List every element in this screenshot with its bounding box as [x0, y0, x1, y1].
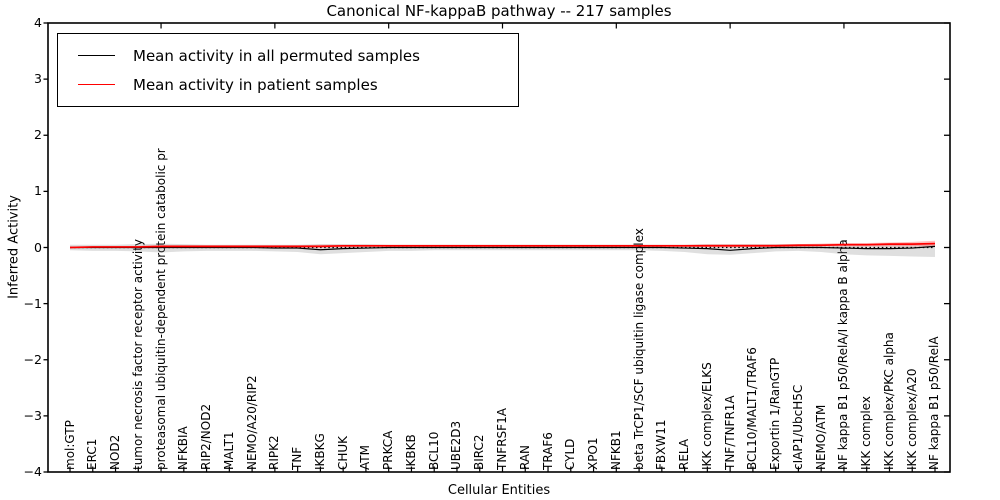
y-tick-label: −4 — [23, 464, 42, 479]
y-tick-label: −1 — [23, 295, 42, 311]
x-category-label: TNF — [290, 446, 305, 470]
x-category-label: ATM — [358, 444, 373, 470]
x-category-label: Exportin 1/RanGTP — [768, 357, 783, 470]
legend-label-patient: Mean activity in patient samples — [133, 75, 378, 94]
y-tick-label: 3 — [34, 71, 42, 87]
permuted-band — [70, 243, 935, 258]
x-category-label: BCL10/MALT1/TRAF6 — [745, 346, 760, 470]
x-category-label: NFKB1 — [608, 429, 623, 470]
permuted-line-swatch — [78, 55, 115, 56]
patient-band — [70, 240, 935, 249]
x-category-label: ERC1 — [85, 438, 100, 470]
x-category-label: NEMO/A20/RIP2 — [244, 374, 259, 470]
y-tick-label: −3 — [23, 407, 42, 423]
x-category-label: XPO1 — [586, 436, 601, 470]
x-category-label: proteasomal ubiquitin-dependent protein … — [153, 147, 168, 470]
x-category-label: UBE2D3 — [449, 420, 464, 470]
x-category-label: RAN — [517, 444, 532, 470]
x-category-label: tumor necrosis factor receptor activity — [130, 238, 145, 470]
x-category-label: IKBKB — [403, 433, 418, 470]
x-category-label: BCL10 — [426, 431, 441, 470]
legend-item-permuted: Mean activity in all permuted samples — [78, 41, 506, 70]
patient-line-swatch — [78, 84, 115, 85]
x-category-label: beta TrCP1/SCF ubiquitin ligase complex — [631, 227, 646, 470]
y-tick-label: 0 — [34, 239, 42, 255]
x-category-label: RELA — [677, 438, 692, 470]
legend-label-permuted: Mean activity in all permuted samples — [133, 46, 420, 65]
x-category-label: mol:GTP — [62, 419, 77, 470]
legend-item-patient: Mean activity in patient samples — [78, 70, 506, 99]
x-category-label: TRAF6 — [540, 431, 555, 470]
x-category-label: RIPK2 — [267, 434, 282, 470]
x-category-label: FBXW11 — [654, 419, 669, 470]
x-category-label: NOD2 — [108, 434, 123, 470]
x-category-label: IKK complex/A20 — [904, 368, 919, 470]
x-category-label: CHUK — [335, 435, 350, 470]
patient-mean-line — [69, 242, 936, 249]
permuted-mean-line — [70, 245, 936, 251]
x-category-label: TNFRSF1A — [494, 407, 509, 470]
x-category-label: TNF/TNFR1A — [722, 394, 737, 470]
x-category-label: IKK complex/ELKS — [699, 361, 714, 470]
chart-title: Canonical NF-kappaB pathway -- 217 sampl… — [326, 2, 672, 20]
x-axis-label: Cellular Entities — [447, 483, 551, 498]
x-category-label: IKK complex — [859, 395, 874, 470]
x-category-label: NF kappa B1 p50/RelA — [927, 335, 942, 470]
x-category-label: NEMO/ATM — [813, 404, 828, 470]
x-category-label: NFKBIA — [176, 425, 191, 470]
y-tick-label: 1 — [34, 183, 42, 199]
x-category-label: PRKCA — [381, 430, 396, 470]
x-category-label: MALT1 — [221, 430, 236, 470]
x-category-label: RIP2/NOD2 — [199, 403, 214, 470]
x-category-label: NF kappa B1 p50/RelA/I kappa B alpha — [836, 238, 851, 470]
x-category-label: CYLD — [563, 438, 578, 470]
y-tick-label: −2 — [23, 351, 42, 367]
x-category-label: cIAP1/UbcH5C — [790, 384, 805, 470]
y-tick-label: 2 — [34, 127, 42, 143]
x-category-label: IKBKG — [312, 432, 327, 470]
x-category-label: IKK complex/PKC alpha — [881, 331, 896, 470]
legend: Mean activity in all permuted samples Me… — [57, 33, 519, 107]
y-tick-label: 4 — [34, 15, 42, 30]
x-category-label: BIRC2 — [472, 433, 487, 470]
